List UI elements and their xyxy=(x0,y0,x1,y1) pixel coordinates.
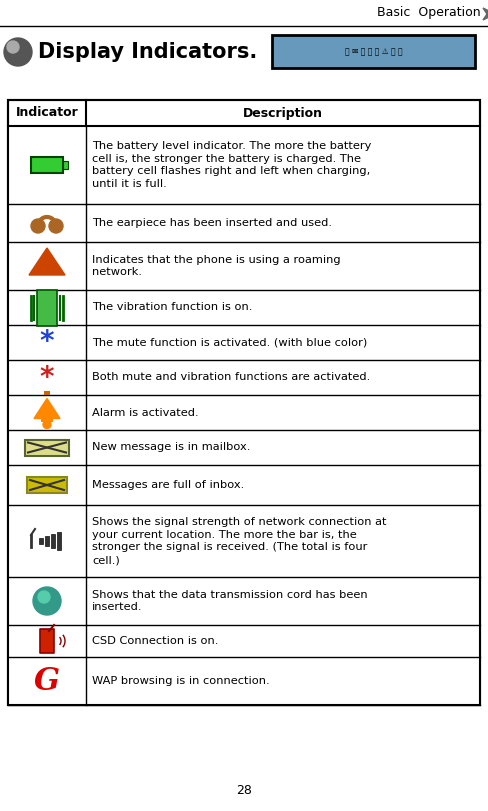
Circle shape xyxy=(49,219,63,233)
Bar xyxy=(8,465,479,505)
Circle shape xyxy=(7,41,19,53)
Bar xyxy=(271,35,474,68)
Bar xyxy=(8,100,479,705)
Bar xyxy=(31,157,63,173)
Circle shape xyxy=(4,38,32,66)
Bar xyxy=(8,290,479,325)
Text: *: * xyxy=(40,328,54,357)
Bar xyxy=(8,360,479,395)
Bar xyxy=(8,242,479,290)
Text: ·: · xyxy=(485,9,488,19)
Text: Description: Description xyxy=(243,106,323,119)
Bar xyxy=(8,100,479,705)
Circle shape xyxy=(43,420,51,428)
Text: Indicates that the phone is using a roaming
network.: Indicates that the phone is using a roam… xyxy=(92,255,340,277)
Bar xyxy=(57,532,61,550)
Bar xyxy=(8,505,479,577)
Text: Basic  Operation: Basic Operation xyxy=(377,6,480,19)
Bar xyxy=(8,657,479,705)
Text: Indicator: Indicator xyxy=(16,106,78,119)
Bar xyxy=(45,536,49,546)
Circle shape xyxy=(33,587,61,615)
Bar xyxy=(63,161,68,169)
Text: G: G xyxy=(34,666,60,697)
Polygon shape xyxy=(29,248,65,275)
Bar xyxy=(40,629,54,653)
Text: Shows that the data transmission cord has been
inserted.: Shows that the data transmission cord ha… xyxy=(92,590,367,612)
Text: The earpiece has been inserted and used.: The earpiece has been inserted and used. xyxy=(92,218,331,228)
Bar xyxy=(51,534,55,548)
Polygon shape xyxy=(482,8,488,20)
Text: 28: 28 xyxy=(236,784,252,797)
Bar xyxy=(8,430,479,465)
Bar xyxy=(37,290,57,325)
Text: *: * xyxy=(40,363,54,392)
Bar xyxy=(8,395,479,430)
Text: WAP browsing is in connection.: WAP browsing is in connection. xyxy=(92,676,269,686)
Bar xyxy=(41,418,53,422)
Text: 📶 ✉ 🔔 📳 🔕 ⚠ 📞 🔋: 📶 ✉ 🔔 📳 🔕 ⚠ 📞 🔋 xyxy=(344,47,402,56)
Bar xyxy=(8,325,479,360)
Bar xyxy=(27,477,67,493)
Text: Both mute and vibration functions are activated.: Both mute and vibration functions are ac… xyxy=(92,372,369,383)
Text: The battery level indicator. The more the battery
cell is, the stronger the batt: The battery level indicator. The more th… xyxy=(92,141,370,189)
Text: The mute function is activated. (with blue color): The mute function is activated. (with bl… xyxy=(92,337,366,347)
Text: Display Indicators.: Display Indicators. xyxy=(38,42,257,62)
Text: Alarm is activated.: Alarm is activated. xyxy=(92,407,198,418)
Text: New message is in mailbox.: New message is in mailbox. xyxy=(92,443,250,453)
Bar xyxy=(8,625,479,657)
Text: CSD Connection is on.: CSD Connection is on. xyxy=(92,636,218,646)
Bar xyxy=(8,204,479,242)
Bar xyxy=(44,391,50,394)
Text: Shows the signal strength of network connection at
your current location. The mo: Shows the signal strength of network con… xyxy=(92,517,386,565)
Text: Messages are full of inbox.: Messages are full of inbox. xyxy=(92,480,244,490)
Text: The vibration function is on.: The vibration function is on. xyxy=(92,303,252,312)
Bar xyxy=(8,126,479,204)
Bar xyxy=(39,538,43,544)
Bar xyxy=(25,440,69,456)
Circle shape xyxy=(31,219,45,233)
Bar xyxy=(8,577,479,625)
Polygon shape xyxy=(34,398,60,418)
Circle shape xyxy=(38,591,50,603)
